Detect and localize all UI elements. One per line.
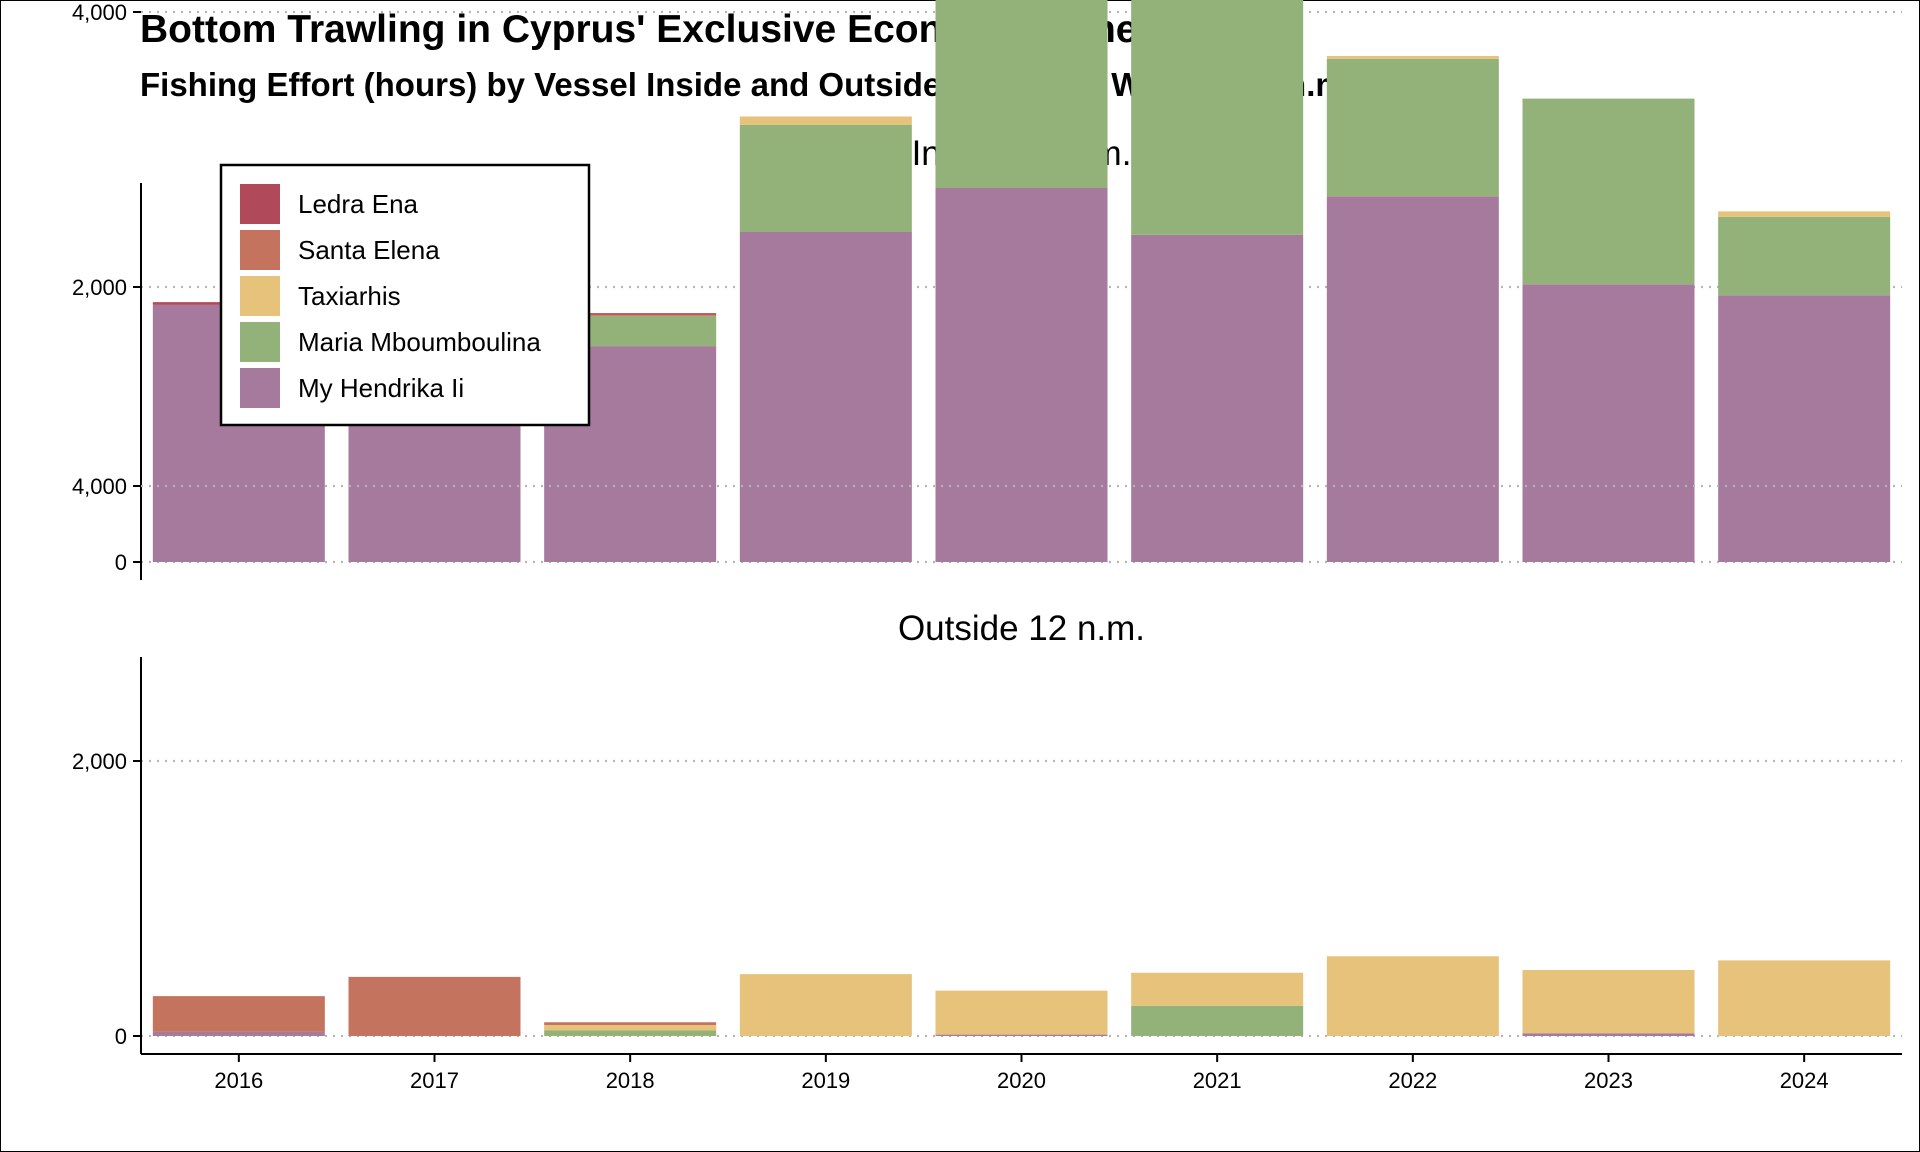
y-tick-label: 4,000: [72, 474, 127, 499]
bar-maria-mboumboulina-2019: [739, 124, 912, 232]
bar-santa-elena-2018: [544, 314, 717, 316]
legend-label-santa-elena: Santa Elena: [298, 235, 440, 265]
bar-taxiarhis-2019: [739, 116, 912, 125]
legend-label-ledra-ena: Ledra Ena: [298, 189, 419, 219]
bar-my-hendrika-ii-2020: [935, 1034, 1108, 1036]
bar-my-hendrika-ii-2019: [739, 232, 912, 562]
bar-taxiarhis-2024: [1718, 960, 1891, 1036]
legend-swatch-santa-elena: [240, 230, 280, 270]
bar-maria-mboumboulina-2024: [1718, 216, 1891, 296]
bar-taxiarhis-2018: [544, 1025, 717, 1031]
x-tick-label: 2016: [214, 1068, 263, 1093]
x-axis: 2016 2017 2018 2019 2020 2021 2022 2023 2024: [141, 1053, 1902, 1093]
x-tick-label: 2022: [1388, 1068, 1437, 1093]
y-tick-label: 2,000: [72, 275, 127, 300]
legend-label-taxiarhis: Taxiarhis: [298, 281, 401, 311]
bar-santa-elena-2018: [544, 1022, 717, 1025]
bar-maria-mboumboulina-2018: [544, 1030, 717, 1036]
y-tick-label: 2,000: [72, 749, 127, 774]
legend-label-my-hendrika-ii: My Hendrika Ii: [298, 373, 464, 403]
bar-my-hendrika-ii-2016: [152, 1031, 325, 1036]
bar-my-hendrika-ii-2023: [1522, 284, 1695, 562]
bar-my-hendrika-ii-2023: [1522, 1033, 1695, 1036]
bar-ledra-ena-2018: [544, 313, 717, 315]
legend-label-maria-mboumboulina: Maria Mboumboulina: [298, 327, 541, 357]
panel-outside: Outside 12 n.m. 0 2,000 4,000: [72, 474, 1902, 1054]
bar-taxiarhis-2019: [739, 974, 912, 1036]
legend-box: [219, 163, 591, 427]
bar-maria-mboumboulina-2020: [935, 0, 1108, 188]
panel-title: Outside 12 n.m.: [898, 609, 1145, 648]
bar-santa-elena-2017: [348, 976, 521, 1036]
bar-taxiarhis-2022: [1326, 56, 1499, 59]
bar-santa-elena-2016: [152, 996, 325, 1032]
bar-taxiarhis-2023: [1522, 970, 1695, 1034]
legend: Ledra Ena Santa Elena Taxiarhis Maria Mboum…: [219, 163, 591, 427]
y-tick-label: 0: [115, 550, 127, 575]
x-tick-label: 2019: [801, 1068, 850, 1093]
bar-taxiarhis-2020: [935, 990, 1108, 1035]
bar-taxiarhis-2022: [1326, 956, 1499, 1036]
x-tick-label: 2021: [1193, 1068, 1242, 1093]
bar-my-hendrika-ii-2022: [1326, 196, 1499, 562]
bar-maria-mboumboulina-2021: [1131, 1005, 1304, 1036]
bar-taxiarhis-2021: [1131, 972, 1304, 1006]
legend-swatch-taxiarhis: [240, 276, 280, 316]
y-tick-label: 0: [115, 1024, 127, 1049]
bar-my-hendrika-ii-2020: [935, 188, 1108, 562]
legend-swatch-ledra-ena: [240, 184, 280, 224]
x-tick-label: 2020: [997, 1068, 1046, 1093]
bar-my-hendrika-ii-2021: [1131, 234, 1304, 562]
legend-swatch-maria-mboumboulina: [240, 322, 280, 362]
bar-taxiarhis-2024: [1718, 211, 1891, 217]
bar-maria-mboumboulina-2023: [1522, 98, 1695, 285]
x-tick-label: 2017: [410, 1068, 459, 1093]
bar-my-hendrika-ii-2024: [1718, 295, 1891, 562]
x-tick-label: 2018: [606, 1068, 655, 1093]
x-tick-label: 2024: [1780, 1068, 1829, 1093]
bar-maria-mboumboulina-2022: [1326, 58, 1499, 197]
y-tick-label: 4,000: [72, 0, 127, 25]
legend-swatch-my-hendrika-ii: [240, 368, 280, 408]
x-tick-label: 2023: [1584, 1068, 1633, 1093]
bar-maria-mboumboulina-2021: [1131, 0, 1304, 235]
